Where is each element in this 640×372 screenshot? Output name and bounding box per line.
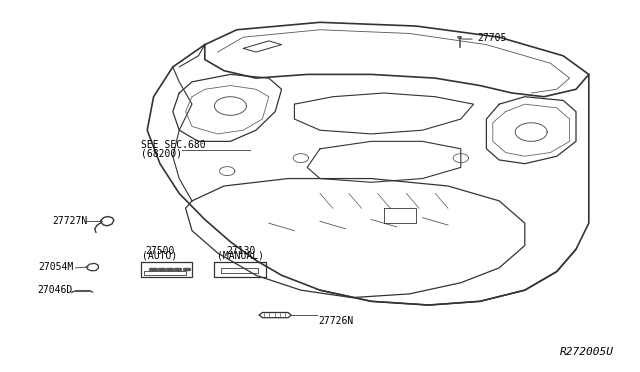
Text: SEE SEC.680: SEE SEC.680 (141, 140, 205, 150)
Text: 27726N: 27726N (319, 317, 354, 326)
Text: (68200): (68200) (141, 148, 182, 158)
Text: (MANUAL): (MANUAL) (217, 250, 264, 260)
Text: 27130: 27130 (226, 246, 255, 256)
Text: 27046D: 27046D (37, 285, 72, 295)
Bar (221, 268, 258, 273)
Text: 27054M: 27054M (38, 262, 74, 272)
Text: 27705: 27705 (477, 33, 507, 43)
Text: 27727N: 27727N (52, 216, 88, 225)
Text: R272005U: R272005U (561, 347, 614, 357)
Text: (AUTO): (AUTO) (142, 250, 178, 260)
Bar (144, 271, 186, 275)
Text: 27500: 27500 (145, 246, 175, 256)
